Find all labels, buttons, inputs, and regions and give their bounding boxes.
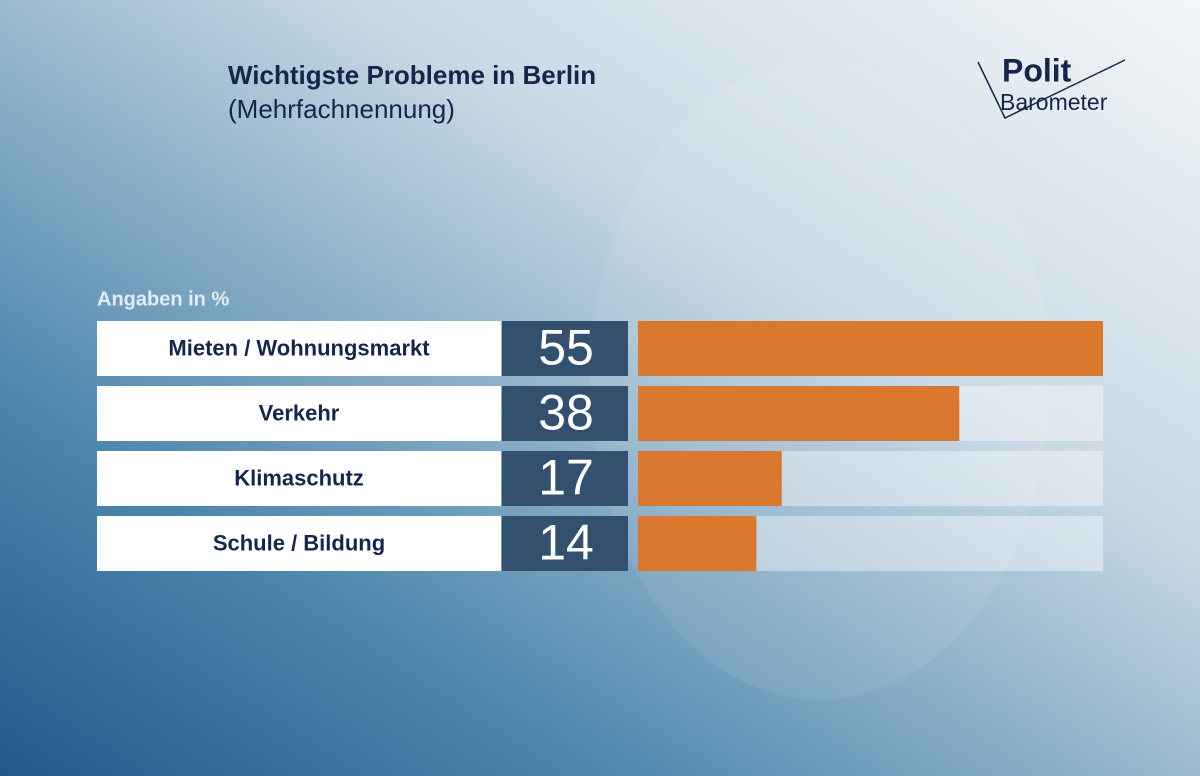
label-box (97, 451, 501, 506)
value-label: 14 (538, 515, 594, 571)
logo-text: Polit (1002, 52, 1072, 88)
category-label: Klimaschutz (234, 465, 364, 490)
logo-check (977, 59, 1126, 120)
watermark (590, 60, 1050, 700)
value-box (502, 386, 628, 441)
chart-title: Wichtigste Probleme in Berlin (228, 60, 596, 90)
category-label: Mieten / Wohnungsmarkt (168, 335, 430, 360)
value-label: 38 (538, 385, 594, 441)
value-label: 55 (538, 320, 594, 376)
label-box (97, 321, 501, 376)
category-label: Schule / Bildung (213, 530, 385, 555)
value-box (502, 451, 628, 506)
bar (638, 516, 757, 571)
label-box (97, 516, 501, 571)
bar (638, 451, 782, 506)
chart-subtitle: (Mehrfachnennung) (228, 94, 455, 124)
unit-note: Angaben in % (97, 288, 229, 310)
bar (638, 386, 960, 441)
value-label: 17 (538, 450, 594, 506)
bar (638, 321, 1103, 376)
value-box (502, 516, 628, 571)
category-label: Verkehr (259, 400, 340, 425)
logo-text: Barometer (1000, 89, 1108, 115)
value-box (502, 321, 628, 376)
label-box (97, 386, 501, 441)
